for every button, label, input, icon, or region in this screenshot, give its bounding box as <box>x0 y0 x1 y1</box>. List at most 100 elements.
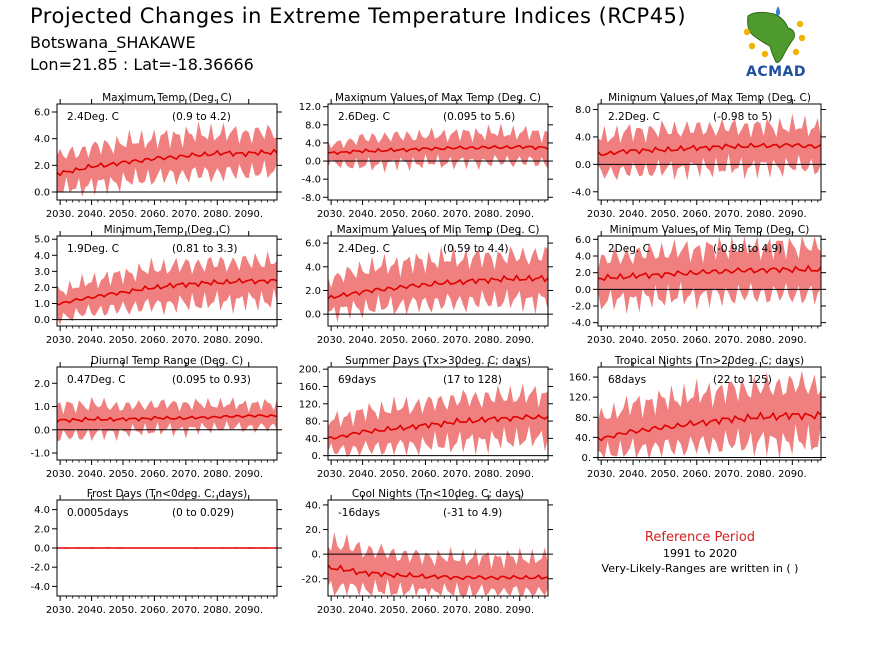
reference-info: Reference Period 1991 to 2020 Very-Likel… <box>590 530 810 575</box>
x-tick-label: 2080. <box>746 209 775 220</box>
x-tick-label: 2050. <box>651 335 680 346</box>
chart-2: -8.0 -4.0 0.0 4.0 8.0 12.0 2030. 2040. 2050. 2060… <box>299 92 553 220</box>
x-tick-label: 2030. <box>587 335 616 346</box>
x-tick-label: 2050. <box>380 335 409 346</box>
x-tick-label: 2040. <box>348 605 377 616</box>
reference-period-years: 1991 to 2020 <box>662 547 738 560</box>
page-title: Projected Changes in Extreme Temperature… <box>30 4 687 28</box>
chart-title: Diurnal Temp Range (Deg. C) <box>91 355 243 367</box>
y-tick-label: 80. <box>305 417 321 428</box>
ensemble-mean-line <box>56 148 278 177</box>
y-tick-label: 4.0 <box>305 138 321 149</box>
y-tick-label: -20. <box>301 574 321 585</box>
y-tick-label: 0.0 <box>305 310 321 321</box>
x-tick-label: 2040. <box>348 469 377 480</box>
x-tick-label: 2080. <box>203 605 232 616</box>
x-tick-label: 2060. <box>682 335 711 346</box>
very-likely-range-band <box>598 113 821 181</box>
chart-1: 0.0 2.0 4.0 6.0 2030. 2040. 2050. 2060. 2070. 208… <box>34 92 282 220</box>
y-tick-label: 1.0 <box>34 299 50 310</box>
y-tick-label: 120. <box>569 393 591 404</box>
x-tick-label: 2040. <box>77 335 106 346</box>
x-tick-label: 2090. <box>778 469 807 480</box>
y-tick-label: 0.0 <box>305 157 321 168</box>
mean-change-label: 0.0005days <box>67 507 129 519</box>
chart-title: Minimum Values of Max Temp (Deg. C) <box>608 92 811 104</box>
mean-change-label: -16days <box>338 507 380 519</box>
y-tick-label: -4.0 <box>571 318 591 329</box>
x-tick-label: 2080. <box>203 335 232 346</box>
x-tick-label: 2050. <box>109 209 138 220</box>
y-tick-label: -4.0 <box>301 175 321 186</box>
x-tick-label: 2050. <box>109 469 138 480</box>
y-tick-label: 4.0 <box>575 132 591 143</box>
very-likely-range-band <box>57 121 277 197</box>
x-tick-label: 2070. <box>172 605 201 616</box>
y-tick-label: 200. <box>299 365 321 376</box>
y-tick-label: 40. <box>575 433 591 444</box>
x-tick-label: 2070. <box>443 469 472 480</box>
x-tick-label: 2070. <box>172 335 201 346</box>
y-tick-label: 4.0 <box>575 252 591 263</box>
ensemble-mean-line <box>327 274 549 300</box>
x-tick-label: 2060. <box>140 469 169 480</box>
y-tick-label: 2.0 <box>34 379 50 390</box>
y-tick-label: 4.0 <box>34 134 50 145</box>
x-tick-label: 2090. <box>778 209 807 220</box>
y-tick-label: 2.0 <box>34 524 50 535</box>
chart-8: 0. 40. 80. 120. 160. 200. 2030. 2040. 2050. 2060.… <box>299 355 553 480</box>
y-tick-label: 120. <box>299 399 321 410</box>
chart-title: Summer Days (Tx>30deg. C; days) <box>345 355 531 367</box>
x-tick-label: 2050. <box>380 209 409 220</box>
acmad-logo: ACMAD <box>736 6 816 84</box>
x-tick-label: 2030. <box>46 469 75 480</box>
very-likely-range-band <box>57 251 277 326</box>
ensemble-mean-line <box>597 264 822 282</box>
x-tick-label: 2080. <box>474 335 503 346</box>
x-tick-label: 2060. <box>682 469 711 480</box>
mean-change-label: 0.47Deg. C <box>67 374 126 386</box>
very-likely-range-band <box>328 532 548 596</box>
very-likely-range-label: (22 to 125) <box>713 374 772 386</box>
very-likely-range-label: (0.095 to 5.6) <box>443 111 515 123</box>
y-tick-label: 40. <box>305 500 321 511</box>
x-tick-label: 2060. <box>682 209 711 220</box>
y-tick-label: 4.0 <box>34 505 50 516</box>
chart-title: Minimum Values of Min Temp (Deg. C) <box>610 224 810 236</box>
ensemble-mean-line <box>327 144 549 156</box>
x-tick-label: 2090. <box>505 335 534 346</box>
x-tick-label: 2080. <box>474 605 503 616</box>
mean-change-label: 2Deg. C <box>608 243 650 255</box>
x-tick-label: 2050. <box>109 605 138 616</box>
y-tick-label: 0. <box>311 451 321 462</box>
y-tick-label: 160. <box>299 382 321 393</box>
x-tick-label: 2050. <box>380 469 409 480</box>
x-tick-label: 2030. <box>46 335 75 346</box>
ensemble-mean-line <box>56 414 278 424</box>
y-tick-label: 0.0 <box>34 315 50 326</box>
y-tick-label: 8.0 <box>575 105 591 116</box>
station-coordinates: Lon=21.85 : Lat=-18.36666 <box>30 55 254 74</box>
x-tick-label: 2040. <box>77 469 106 480</box>
y-tick-label: 0.0 <box>575 160 591 171</box>
chart-title: Frost Days (Tn<0deg. C; days) <box>87 488 247 500</box>
x-tick-label: 2040. <box>619 335 648 346</box>
x-tick-label: 2030. <box>46 605 75 616</box>
chart-title: Minimum Temp (Deg. C) <box>104 224 231 236</box>
y-tick-label: 8.0 <box>305 120 321 131</box>
very-likely-range-label: (0 to 0.029) <box>172 507 234 519</box>
ensemble-mean-line <box>327 413 549 440</box>
chart-title: Maximum Values of Max Temp (Deg. C) <box>335 92 541 104</box>
x-tick-label: 2060. <box>411 605 440 616</box>
x-tick-label: 2030. <box>317 469 346 480</box>
chart-6: -4.0 -2.0 0.0 2.0 4.0 6.0 2030. 2040. 2050. 2060.… <box>571 224 826 346</box>
x-tick-label: 2090. <box>234 209 263 220</box>
y-tick-label: 2.0 <box>34 283 50 294</box>
x-tick-label: 2050. <box>651 209 680 220</box>
x-tick-label: 2060. <box>411 335 440 346</box>
chart-5: 0.0 2.0 4.0 6.0 2030. 2040. 2050. 2060. 2070. 208… <box>305 224 553 346</box>
x-tick-label: 2040. <box>348 335 377 346</box>
y-tick-label: 160. <box>569 373 591 384</box>
